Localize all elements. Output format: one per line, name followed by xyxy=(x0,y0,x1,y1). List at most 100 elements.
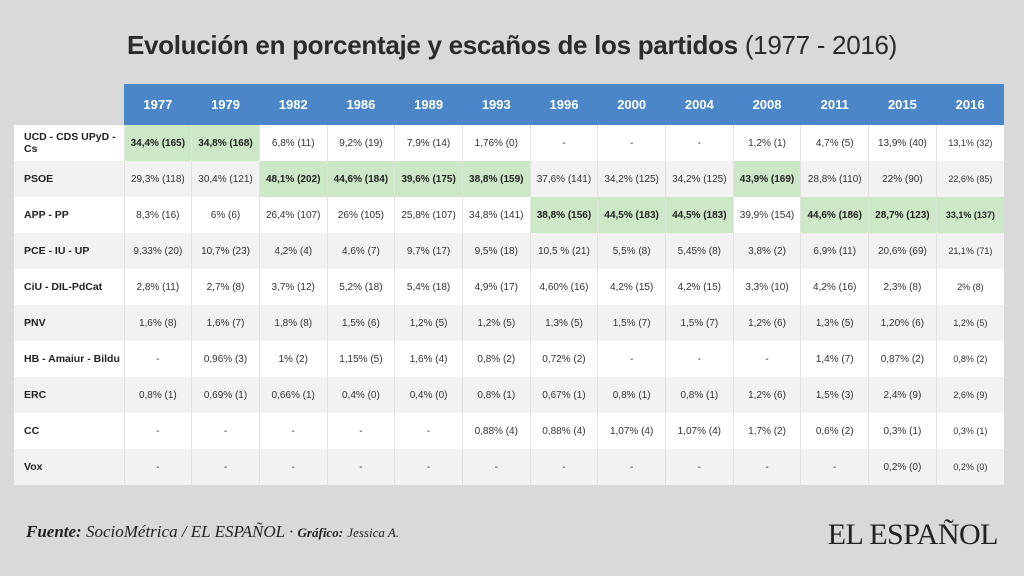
result-cell: 2,6% (9) xyxy=(935,377,1004,413)
result-cell: 34,8% (141) xyxy=(461,197,531,233)
result-cell: 2,4% (9) xyxy=(868,377,937,413)
result-cell: - xyxy=(123,413,192,449)
result-cell: 1,07% (4) xyxy=(665,413,734,449)
result-cell: 43,9% (169) xyxy=(732,161,801,197)
result-cell: 0,8% (1) xyxy=(123,377,192,413)
table-row: HB - Amaiur - Bildu -0,96% (3) 1% (2) 1,15%… xyxy=(14,341,1004,377)
party-name: UCD - CDS UPyD - Cs xyxy=(24,131,116,155)
results-table-container: 1977 1979 1982 1986 1989 1993 1996 2000 2004 2008… xyxy=(14,84,1004,485)
result-cell: 34,4% (165) xyxy=(123,125,192,161)
result-cell: 1,7% (2) xyxy=(732,413,801,449)
result-cell: - xyxy=(191,449,260,485)
result-cell: 0,8% (1) xyxy=(665,377,734,413)
result-cell: 20,6% (69) xyxy=(868,233,937,269)
result-cell: - xyxy=(461,449,531,485)
result-cell: 6% (6) xyxy=(191,197,260,233)
result-cell: - xyxy=(597,125,666,161)
result-cell: 8,3% (16) xyxy=(123,197,192,233)
result-cell: 1,76% (0) xyxy=(461,125,531,161)
result-cell: 5,4% (18) xyxy=(394,269,463,305)
party-name: CiU - DIL-PdCat xyxy=(24,281,103,293)
result-cell: 1,5% (3) xyxy=(800,377,869,413)
result-cell: 26% (105) xyxy=(326,197,395,233)
party-header-blank xyxy=(14,84,124,125)
result-cell: 1% (2) xyxy=(258,341,328,377)
result-cell: 1,2% (1) xyxy=(732,125,801,161)
party-name: PSOE xyxy=(14,161,124,197)
year-header-1993: 1993 xyxy=(462,84,531,125)
table-row: PSOE 29,3% (118) 30,4% (121) 48,1% (202) 44,… xyxy=(14,161,1004,197)
result-cell: 4,2% (15) xyxy=(597,269,666,305)
result-cell: 2,8% (11) xyxy=(123,269,192,305)
result-cell: - xyxy=(665,341,734,377)
result-cell: - xyxy=(258,449,328,485)
year-header-2008: 2008 xyxy=(733,84,801,125)
result-cell: 1,6% (4) xyxy=(394,341,463,377)
result-cell: 0,66% (1) xyxy=(258,377,328,413)
year-header-1977: 1977 xyxy=(124,84,192,125)
result-cell: - xyxy=(123,341,192,377)
party-name: PCE - IU - UP xyxy=(14,233,124,269)
result-cell: 0,3% (1) xyxy=(868,413,937,449)
year-header-2000: 2000 xyxy=(597,84,666,125)
result-cell: 0,8% (2) xyxy=(935,341,1004,377)
result-cell: - xyxy=(326,413,395,449)
party-name: APP - PP xyxy=(24,209,69,221)
result-cell: 0,96% (3) xyxy=(191,341,260,377)
result-cell: 10,5 % (21) xyxy=(529,233,598,269)
result-cell: - xyxy=(529,125,598,161)
result-cell: 6,9% (11) xyxy=(800,233,869,269)
result-cell: 10,7% (23) xyxy=(191,233,260,269)
year-header-1986: 1986 xyxy=(327,84,395,125)
result-cell: 0,8% (1) xyxy=(461,377,531,413)
result-cell: - xyxy=(732,341,801,377)
results-table: 1977 1979 1982 1986 1989 1993 1996 2000 2004 2008… xyxy=(14,84,1004,485)
result-cell: 21,1% (71) xyxy=(935,233,1004,269)
result-cell: 4,2% (15) xyxy=(665,269,734,305)
result-cell: 1,20% (6) xyxy=(868,305,937,341)
result-cell: - xyxy=(123,449,192,485)
result-cell: 4,2% (4) xyxy=(258,233,328,269)
result-cell: - xyxy=(665,449,734,485)
result-cell: 26,4% (107) xyxy=(258,197,328,233)
result-cell: 6,8% (11) xyxy=(258,125,328,161)
result-cell: 22% (90) xyxy=(868,161,937,197)
result-cell: 44,5% (183) xyxy=(597,197,666,233)
result-cell: - xyxy=(800,449,869,485)
table-body: UCD - CDS UPyD - Cs 34,4% (165) 34,8% (168… xyxy=(14,125,1004,485)
result-cell: 5,5% (8) xyxy=(597,233,666,269)
result-cell: 1,6% (7) xyxy=(191,305,260,341)
result-cell: 2% (8) xyxy=(935,269,1004,305)
year-header-2015: 2015 xyxy=(868,84,937,125)
year-header-1989: 1989 xyxy=(394,84,463,125)
source-label: Fuente: xyxy=(26,522,82,541)
result-cell: 3,8% (2) xyxy=(732,233,801,269)
result-cell: 9,5% (18) xyxy=(461,233,531,269)
chart-title: Evolución en porcentaje y escaños de los… xyxy=(0,30,1024,61)
result-cell: 48,1% (202) xyxy=(258,161,328,197)
result-cell: 1,3% (5) xyxy=(800,305,869,341)
table-row: UCD - CDS UPyD - Cs 34,4% (165) 34,8% (168… xyxy=(14,125,1004,161)
result-cell: 44,5% (183) xyxy=(665,197,734,233)
title-main: Evolución en porcentaje y escaños de los… xyxy=(126,30,738,60)
year-header-2011: 2011 xyxy=(800,84,869,125)
result-cell: 37,6% (141) xyxy=(529,161,598,197)
result-cell: 39,6% (175) xyxy=(394,161,463,197)
footer-credits: Fuente: SocioMétrica / EL ESPAÑOL · Gráf… xyxy=(26,522,399,542)
result-cell: 0,8% (2) xyxy=(461,341,531,377)
table-row: PCE - IU - UP 9,33% (20) 10,7% (23) 4,2% (4… xyxy=(14,233,1004,269)
result-cell: 0,3% (1) xyxy=(935,413,1004,449)
result-cell: 4,9% (17) xyxy=(461,269,531,305)
table-row: Vox - - - - - - - - - - -0,2% (0) 0,2% (0) xyxy=(14,449,1004,485)
year-header-1982: 1982 xyxy=(259,84,328,125)
result-cell: 34,2% (125) xyxy=(665,161,734,197)
result-cell: 5,45% (8) xyxy=(665,233,734,269)
el-espanol-logo: EL ESPAÑOL xyxy=(827,518,999,551)
result-cell: 3,3% (10) xyxy=(732,269,801,305)
table-row: PNV 1,6% (8) 1,6% (7) 1,8% (8) 1,5% (6) 1,2% … xyxy=(14,305,1004,341)
result-cell: 3,7% (12) xyxy=(258,269,328,305)
result-cell: 34,2% (125) xyxy=(597,161,666,197)
year-header-1996: 1996 xyxy=(530,84,598,125)
result-cell: 25,8% (107) xyxy=(394,197,463,233)
result-cell: 9,2% (19) xyxy=(326,125,395,161)
